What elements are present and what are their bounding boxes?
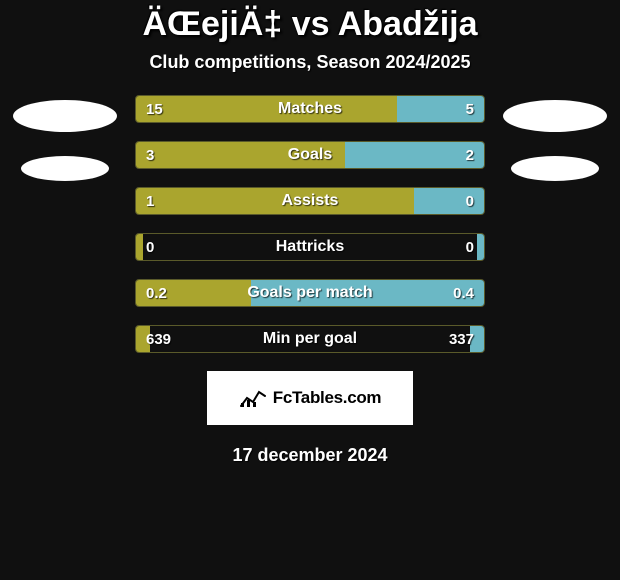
stat-bar-right-value: 337 — [449, 326, 474, 352]
stat-bar-right-value: 5 — [466, 96, 474, 122]
comparison-card: ÄŒejiÄ‡ vs Abadžija Club competitions, S… — [0, 0, 620, 466]
stat-bar-left-value: 1 — [146, 188, 154, 214]
date-label: 17 december 2024 — [0, 445, 620, 466]
stat-bar-right-fill — [477, 234, 484, 260]
stat-bar-label: Hattricks — [136, 234, 484, 260]
stat-bar-right-value: 2 — [466, 142, 474, 168]
stat-bar-right-value: 0.4 — [453, 280, 474, 306]
right-player-avatar-placeholder — [503, 100, 607, 132]
source-badge: FcTables.com — [207, 371, 413, 425]
page-subtitle: Club competitions, Season 2024/2025 — [0, 52, 620, 73]
right-player-club-placeholder — [511, 156, 599, 181]
stat-bar: Assists10 — [135, 187, 485, 215]
stat-bar: Goals32 — [135, 141, 485, 169]
stat-bar: Matches155 — [135, 95, 485, 123]
stat-bar-left-value: 3 — [146, 142, 154, 168]
stat-bar-left-fill — [136, 142, 345, 168]
left-player-avatar-placeholder — [13, 100, 117, 132]
right-player-col — [505, 95, 605, 181]
stat-bar-right-value: 0 — [466, 234, 474, 260]
stat-bar-left-fill — [136, 234, 143, 260]
stat-bar-right-fill — [251, 280, 484, 306]
left-player-col — [15, 95, 115, 181]
stat-bar-left-value: 0 — [146, 234, 154, 260]
source-badge-text: FcTables.com — [273, 388, 382, 408]
left-player-club-placeholder — [21, 156, 109, 181]
stat-bar-left-value: 15 — [146, 96, 163, 122]
stat-bar-left-value: 0.2 — [146, 280, 167, 306]
stat-bar-left-fill — [136, 96, 397, 122]
chart-area: Matches155Goals32Assists10Hattricks00Goa… — [0, 95, 620, 353]
stat-bar-right-value: 0 — [466, 188, 474, 214]
stat-bar-label: Min per goal — [136, 326, 484, 352]
stat-bar-right-fill — [345, 142, 484, 168]
stat-bar-left-value: 639 — [146, 326, 171, 352]
fctables-logo-icon — [239, 388, 267, 408]
stat-bar-left-fill — [136, 188, 414, 214]
stat-bar: Min per goal639 337 — [135, 325, 485, 353]
stat-bars: Matches155Goals32Assists10Hattricks00Goa… — [135, 95, 485, 353]
stat-bar: Goals per match0.20.4 — [135, 279, 485, 307]
stat-bar: Hattricks0 0 — [135, 233, 485, 261]
page-title: ÄŒejiÄ‡ vs Abadžija — [0, 5, 620, 44]
